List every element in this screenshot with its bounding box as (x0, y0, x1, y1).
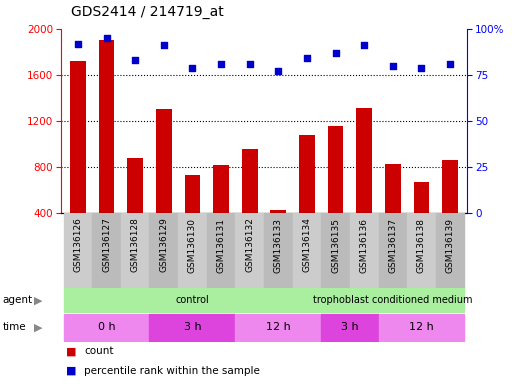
Bar (436, 213, 465, 288)
Bar (442, 160, 458, 259)
Text: 12 h: 12 h (266, 322, 291, 333)
Bar (321, 213, 350, 288)
Text: GSM136134: GSM136134 (303, 218, 312, 273)
FancyBboxPatch shape (379, 313, 465, 341)
Bar (207, 213, 235, 288)
FancyBboxPatch shape (149, 313, 235, 341)
Text: 3 h: 3 h (341, 322, 359, 333)
Bar (385, 164, 401, 259)
Point (332, 50, 340, 56)
Text: control: control (175, 295, 209, 306)
Bar (63, 213, 92, 288)
Text: GSM136131: GSM136131 (216, 218, 225, 273)
Bar (379, 213, 407, 288)
Point (159, 42, 168, 48)
Bar (235, 213, 264, 288)
Point (446, 61, 454, 67)
Text: trophoblast conditioned medium: trophoblast conditioned medium (313, 295, 473, 306)
Bar (299, 135, 315, 259)
Text: GSM136127: GSM136127 (102, 218, 111, 273)
FancyBboxPatch shape (63, 288, 321, 313)
Bar (70, 61, 86, 259)
Bar (121, 213, 149, 288)
Text: GSM136130: GSM136130 (188, 218, 197, 273)
Text: GDS2414 / 214719_at: GDS2414 / 214719_at (71, 5, 224, 19)
Text: agent: agent (3, 295, 33, 306)
Text: GSM136133: GSM136133 (274, 218, 283, 273)
Bar (350, 213, 379, 288)
Text: ■: ■ (66, 366, 77, 376)
Bar (156, 109, 172, 259)
Text: ■: ■ (66, 346, 77, 356)
FancyBboxPatch shape (321, 288, 465, 313)
Bar (149, 213, 178, 288)
Point (102, 35, 111, 41)
Text: 12 h: 12 h (409, 322, 434, 333)
Text: ▶: ▶ (34, 295, 42, 306)
Text: 3 h: 3 h (184, 322, 201, 333)
Text: GSM136135: GSM136135 (331, 218, 340, 273)
Bar (127, 158, 143, 259)
Text: count: count (84, 346, 114, 356)
Bar (407, 213, 436, 288)
FancyBboxPatch shape (321, 313, 379, 341)
Bar (213, 165, 229, 259)
Point (246, 61, 254, 67)
Bar (270, 210, 286, 259)
Point (274, 68, 282, 74)
Point (417, 65, 426, 71)
Bar (92, 213, 121, 288)
Text: ▶: ▶ (34, 322, 42, 333)
Point (188, 65, 196, 71)
Text: percentile rank within the sample: percentile rank within the sample (84, 366, 260, 376)
Text: GSM136139: GSM136139 (446, 218, 455, 273)
Point (303, 55, 311, 61)
Bar (293, 213, 321, 288)
Text: GSM136132: GSM136132 (245, 218, 254, 273)
Text: GSM136126: GSM136126 (73, 218, 82, 273)
Bar (242, 149, 258, 259)
Text: time: time (3, 322, 26, 333)
Bar (413, 182, 429, 259)
Point (360, 42, 369, 48)
Text: 0 h: 0 h (98, 322, 115, 333)
Point (217, 61, 225, 67)
Point (389, 63, 397, 69)
FancyBboxPatch shape (235, 313, 321, 341)
Bar (178, 213, 207, 288)
Bar (264, 213, 293, 288)
Text: GSM136136: GSM136136 (360, 218, 369, 273)
FancyBboxPatch shape (63, 313, 149, 341)
Point (74, 40, 82, 46)
Bar (328, 126, 343, 259)
Text: GSM136138: GSM136138 (417, 218, 426, 273)
Bar (356, 108, 372, 259)
Bar (99, 40, 115, 259)
Bar (185, 175, 200, 259)
Text: GSM136128: GSM136128 (130, 218, 140, 273)
Point (131, 57, 139, 63)
Text: GSM136137: GSM136137 (388, 218, 398, 273)
Text: GSM136129: GSM136129 (159, 218, 168, 273)
